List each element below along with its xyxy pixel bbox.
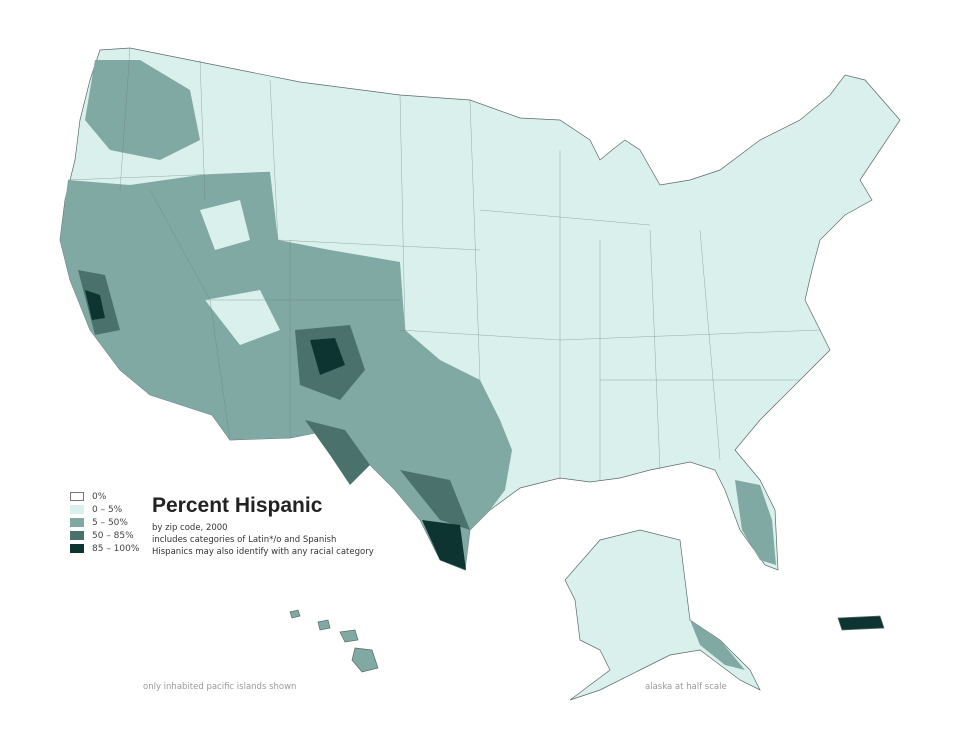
region-light-idaho xyxy=(200,200,250,250)
hawaii-oahu xyxy=(317,619,331,631)
region-southwest xyxy=(60,172,512,570)
region-la xyxy=(85,290,105,320)
region-northern-nm xyxy=(310,338,345,375)
legend-label: 50 – 85% xyxy=(92,530,134,541)
legend-swatch xyxy=(70,518,84,527)
legend-item: 0 – 5% xyxy=(70,503,139,516)
region-light-utah xyxy=(205,290,280,345)
alaska-note: alaska at half scale xyxy=(645,682,727,692)
legend-label: 0% xyxy=(92,491,107,502)
subtitle-line: includes categories of Latin*/o and Span… xyxy=(152,535,337,545)
region-northwest xyxy=(85,60,200,160)
legend-swatch xyxy=(70,531,84,540)
legend-item: 50 – 85% xyxy=(70,529,139,542)
legend-item: 5 – 50% xyxy=(70,516,139,529)
map-title: Percent Hispanic xyxy=(152,494,323,517)
legend-label: 5 – 50% xyxy=(92,517,128,528)
puerto-rico xyxy=(837,615,885,631)
legend-item: 85 – 100% xyxy=(70,542,139,555)
legend: 0% 0 – 5% 5 – 50% 50 – 85% 85 – 100% xyxy=(70,490,139,555)
legend-item: 0% xyxy=(70,490,139,503)
region-south-texas xyxy=(400,470,470,530)
legend-swatch xyxy=(70,544,84,553)
hawaii-big-island xyxy=(351,647,379,673)
pacific-note: only inhabited pacific islands shown xyxy=(143,682,297,692)
state-borders xyxy=(67,47,821,480)
hawaii-maui xyxy=(339,629,359,643)
region-florida xyxy=(735,480,776,565)
region-west-texas xyxy=(305,420,370,485)
region-rio-grande-valley xyxy=(422,520,466,570)
legend-label: 0 – 5% xyxy=(92,504,123,515)
legend-label: 85 – 100% xyxy=(92,543,140,554)
hawaii-kauai xyxy=(289,609,301,619)
title-block: Percent Hispanic by zip code, 2000 inclu… xyxy=(152,494,374,558)
alaska xyxy=(564,529,761,701)
subtitle-line: Hispanics may also identify with any rac… xyxy=(152,547,374,557)
legend-swatch xyxy=(70,492,84,501)
alaska-southeast xyxy=(690,620,745,670)
legend-swatch xyxy=(70,505,84,514)
subtitle-line: by zip code, 2000 xyxy=(152,523,228,533)
